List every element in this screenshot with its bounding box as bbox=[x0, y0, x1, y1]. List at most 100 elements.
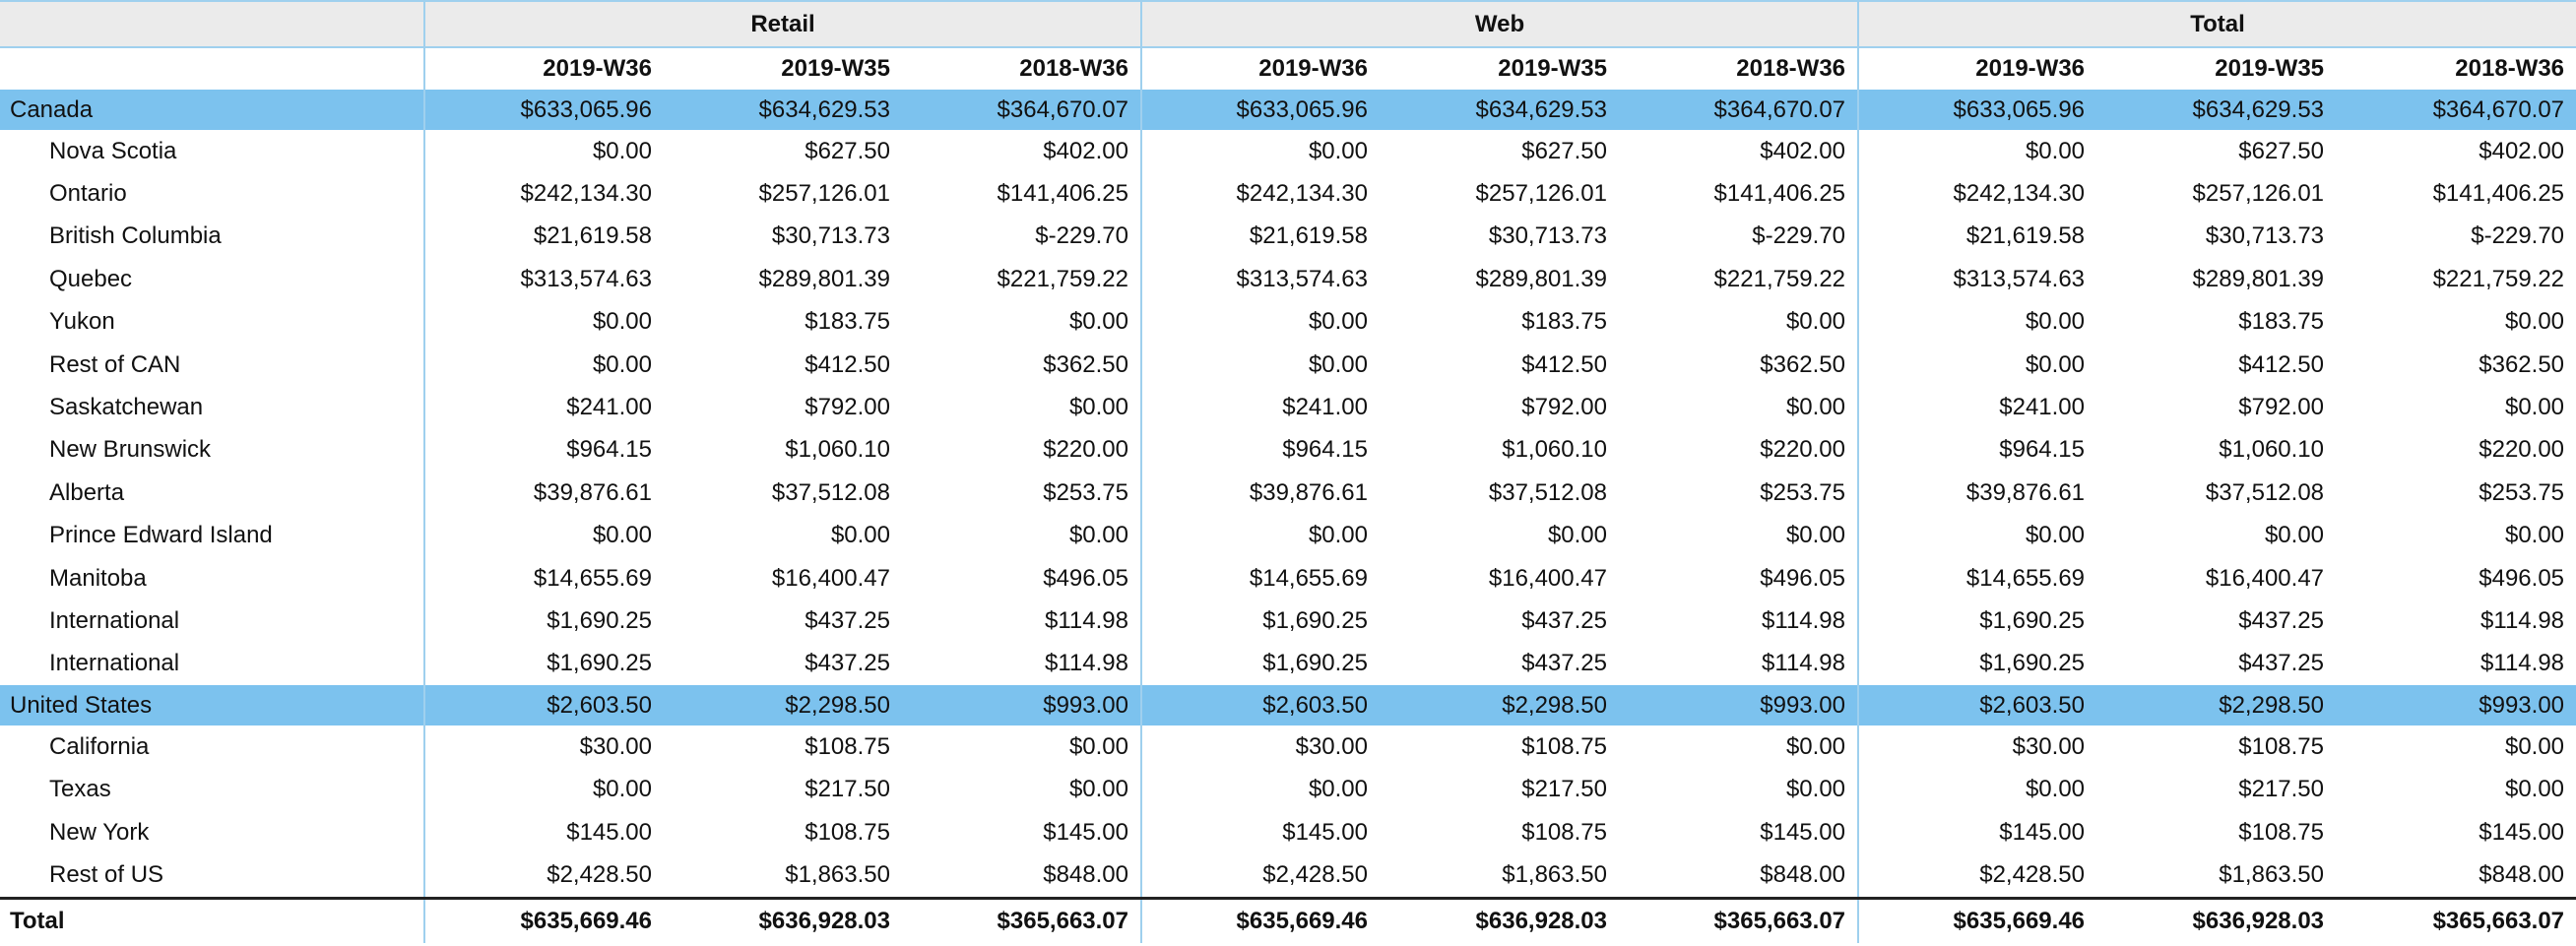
region-row[interactable]: Prince Edward Island $0.00 $0.00 $0.00 $0.00… bbox=[0, 514, 2576, 557]
value-cell: $37,512.08 bbox=[1380, 472, 1619, 515]
region-row[interactable]: New Brunswick $964.15 $1,060.10 $220.00 $964… bbox=[0, 428, 2576, 473]
value-cell: $183.75 bbox=[664, 300, 902, 344]
country-row[interactable]: United States $2,603.50 $2,298.50 $993.00 $2… bbox=[0, 685, 2576, 726]
period-header-total[interactable]: 2018-W36 bbox=[2336, 47, 2576, 90]
value-cell: $0.00 bbox=[423, 514, 664, 557]
region-row[interactable]: British Columbia $21,619.58 $30,713.73 $-22… bbox=[0, 215, 2576, 259]
value-cell: $1,863.50 bbox=[2096, 853, 2337, 899]
region-row[interactable]: Yukon $0.00 $183.75 $0.00 $0.00 $183.75 $0.00 $… bbox=[0, 300, 2576, 344]
region-row[interactable]: Manitoba $14,655.69 $16,400.47 $496.05 $14,6… bbox=[0, 556, 2576, 600]
value-cell: $1,060.10 bbox=[664, 428, 902, 473]
value-cell: $402.00 bbox=[2336, 130, 2576, 173]
value-cell: $402.00 bbox=[1619, 130, 1859, 173]
period-header-web[interactable]: 2019-W35 bbox=[1380, 47, 1619, 90]
value-cell: $365,663.07 bbox=[2336, 896, 2576, 943]
value-cell: $627.50 bbox=[2096, 130, 2337, 173]
value-cell: $0.00 bbox=[423, 300, 664, 344]
value-cell: $0.00 bbox=[2336, 514, 2576, 557]
region-row[interactable]: Nova Scotia $0.00 $627.50 $402.00 $0.00 $627.… bbox=[0, 130, 2576, 173]
value-cell: $635,669.46 bbox=[423, 896, 664, 943]
value-cell: $964.15 bbox=[1140, 428, 1380, 473]
value-cell: $145.00 bbox=[1857, 810, 2097, 854]
row-label: Rest of CAN bbox=[0, 343, 424, 387]
row-label: Yukon bbox=[0, 300, 424, 344]
value-cell: $253.75 bbox=[2336, 472, 2576, 515]
value-cell: $636,928.03 bbox=[1380, 896, 1619, 943]
value-cell: $108.75 bbox=[664, 810, 902, 854]
value-cell: $14,655.69 bbox=[1857, 556, 2097, 600]
group-header-retail[interactable]: Retail bbox=[423, 0, 1141, 48]
region-row[interactable]: Texas $0.00 $217.50 $0.00 $0.00 $217.50 $0.00 $… bbox=[0, 768, 2576, 811]
value-cell: $183.75 bbox=[2096, 300, 2337, 344]
region-row[interactable]: Ontario $242,134.30 $257,126.01 $141,406.25… bbox=[0, 172, 2576, 216]
group-header-total[interactable]: Total bbox=[1857, 0, 2576, 48]
value-cell: $412.50 bbox=[664, 343, 902, 387]
value-cell: $0.00 bbox=[1140, 130, 1380, 173]
region-row[interactable]: Saskatchewan $241.00 $792.00 $0.00 $241.00 $7… bbox=[0, 386, 2576, 429]
row-label: Texas bbox=[0, 768, 424, 811]
period-header-retail[interactable]: 2018-W36 bbox=[902, 47, 1141, 90]
value-cell: $0.00 bbox=[1140, 300, 1380, 344]
value-cell: $2,428.50 bbox=[1857, 853, 2097, 899]
row-label: British Columbia bbox=[0, 215, 424, 259]
period-header-retail[interactable]: 2019-W36 bbox=[423, 47, 664, 90]
value-cell: $364,670.07 bbox=[1619, 90, 1859, 130]
region-row[interactable]: International $1,690.25 $437.25 $114.98 $1,6… bbox=[0, 642, 2576, 686]
value-cell: $221,759.22 bbox=[1619, 258, 1859, 301]
value-cell: $0.00 bbox=[902, 725, 1141, 769]
region-row[interactable]: California $30.00 $108.75 $0.00 $30.00 $108.7… bbox=[0, 725, 2576, 769]
region-row[interactable]: Quebec $313,574.63 $289,801.39 $221,759.22 $… bbox=[0, 258, 2576, 301]
period-header-retail[interactable]: 2019-W35 bbox=[664, 47, 902, 90]
period-header-total[interactable]: 2019-W36 bbox=[1857, 47, 2097, 90]
value-cell: $21,619.58 bbox=[1140, 215, 1380, 259]
period-header-web[interactable]: 2019-W36 bbox=[1140, 47, 1380, 90]
value-cell: $362.50 bbox=[2336, 343, 2576, 387]
value-cell: $365,663.07 bbox=[902, 896, 1141, 943]
region-row[interactable]: Rest of US $2,428.50 $1,863.50 $848.00 $2,42… bbox=[0, 853, 2576, 899]
value-cell: $217.50 bbox=[664, 768, 902, 811]
value-cell: $108.75 bbox=[1380, 725, 1619, 769]
value-cell: $108.75 bbox=[2096, 725, 2337, 769]
value-cell: $2,603.50 bbox=[1857, 685, 2097, 726]
value-cell: $114.98 bbox=[1619, 599, 1859, 643]
value-cell: $37,512.08 bbox=[664, 472, 902, 515]
value-cell: $364,670.07 bbox=[2336, 90, 2576, 130]
value-cell: $362.50 bbox=[902, 343, 1141, 387]
region-row[interactable]: New York $145.00 $108.75 $145.00 $145.00 $108… bbox=[0, 810, 2576, 854]
value-cell: $21,619.58 bbox=[1857, 215, 2097, 259]
value-cell: $145.00 bbox=[2336, 810, 2576, 854]
value-cell: $964.15 bbox=[1857, 428, 2097, 473]
region-row[interactable]: Rest of CAN $0.00 $412.50 $362.50 $0.00 $412.… bbox=[0, 343, 2576, 387]
value-cell: $0.00 bbox=[664, 514, 902, 557]
value-cell: $30,713.73 bbox=[1380, 215, 1619, 259]
value-cell: $242,134.30 bbox=[423, 172, 664, 216]
row-label: Canada bbox=[0, 90, 424, 130]
value-cell: $0.00 bbox=[1140, 514, 1380, 557]
value-cell: $220.00 bbox=[1619, 428, 1859, 473]
value-cell: $37,512.08 bbox=[2096, 472, 2337, 515]
value-cell: $1,690.25 bbox=[1857, 599, 2097, 643]
total-row[interactable]: Total $635,669.46 $636,928.03 $365,663.07 $6… bbox=[0, 896, 2576, 943]
value-cell: $108.75 bbox=[1380, 810, 1619, 854]
value-cell: $362.50 bbox=[1619, 343, 1859, 387]
group-header-web[interactable]: Web bbox=[1139, 0, 1859, 48]
value-cell: $1,690.25 bbox=[1140, 642, 1380, 686]
value-cell: $114.98 bbox=[2336, 599, 2576, 643]
period-header-web[interactable]: 2018-W36 bbox=[1619, 47, 1859, 90]
value-cell: $848.00 bbox=[902, 853, 1141, 899]
region-row[interactable]: International $1,690.25 $437.25 $114.98 $1,6… bbox=[0, 599, 2576, 643]
value-cell: $221,759.22 bbox=[2336, 258, 2576, 301]
value-cell: $145.00 bbox=[1140, 810, 1380, 854]
country-row[interactable]: Canada $633,065.96 $634,629.53 $364,670.07 $… bbox=[0, 90, 2576, 130]
value-cell: $242,134.30 bbox=[1140, 172, 1380, 216]
value-cell: $289,801.39 bbox=[2096, 258, 2337, 301]
value-cell: $289,801.39 bbox=[664, 258, 902, 301]
value-cell: $14,655.69 bbox=[423, 556, 664, 600]
value-cell: $1,690.25 bbox=[423, 599, 664, 643]
period-header-total[interactable]: 2019-W35 bbox=[2096, 47, 2337, 90]
value-cell: $437.25 bbox=[2096, 642, 2337, 686]
table-body: Canada $633,065.96 $634,629.53 $364,670.07 $… bbox=[0, 90, 2576, 943]
value-cell: $627.50 bbox=[664, 130, 902, 173]
row-label: Manitoba bbox=[0, 556, 424, 600]
region-row[interactable]: Alberta $39,876.61 $37,512.08 $253.75 $39,87… bbox=[0, 472, 2576, 515]
